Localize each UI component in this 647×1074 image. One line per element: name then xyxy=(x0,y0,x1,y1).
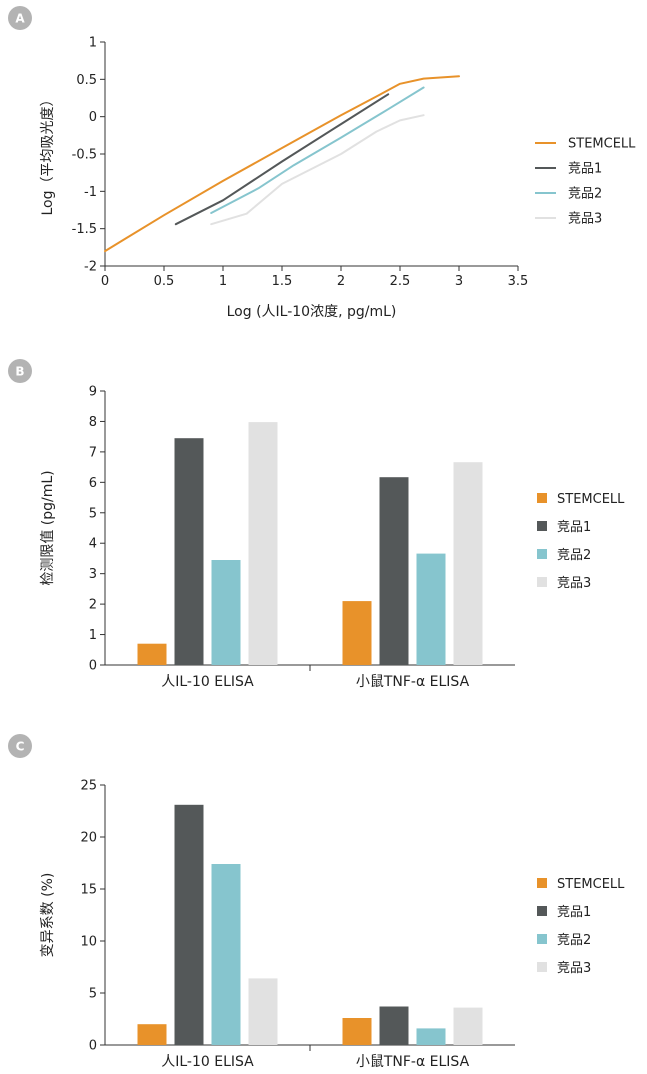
bar-2-1 xyxy=(416,553,446,665)
bar-0-0 xyxy=(137,643,167,665)
x-axis-label: Log (人IL-10浓度, pg/mL) xyxy=(227,304,397,320)
series-line-3 xyxy=(210,114,425,226)
y-tick-label: -2 xyxy=(84,260,97,275)
legend-swatch xyxy=(537,493,547,503)
legend-label: STEMCELL xyxy=(557,492,625,507)
bar-3-1 xyxy=(453,1007,483,1045)
y-tick-label: 0.5 xyxy=(76,73,97,88)
legend-label: 竞品1 xyxy=(568,161,602,177)
y-tick-label: 6 xyxy=(89,476,97,491)
legend-label: 竞品2 xyxy=(557,932,591,948)
bar-2-0 xyxy=(211,864,241,1045)
legend-label: 竞品3 xyxy=(557,575,591,591)
x-tick-label: 3 xyxy=(455,274,463,289)
x-tick-label: 0.5 xyxy=(154,274,175,289)
legend-swatch xyxy=(537,878,547,888)
legend-label: 竞品2 xyxy=(557,547,591,563)
x-tick-label: 2 xyxy=(337,274,345,289)
y-axis-label: 检测限值 (pg/mL) xyxy=(40,470,56,585)
y-axis-label: Log（平均吸光度） xyxy=(40,92,56,215)
x-tick-label: 小鼠TNF-α ELISA xyxy=(356,674,470,690)
x-tick-label: 3.5 xyxy=(508,274,529,289)
legend-label: STEMCELL xyxy=(568,137,636,152)
legend-swatch xyxy=(537,549,547,559)
chart-panel-b: B 0 1 2 3 4 5 6 7 8 9 检测限值 (pg/mL) 人IL-10 ELISA 小鼠TNF… xyxy=(8,359,625,690)
y-tick-label: 7 xyxy=(89,445,97,460)
panel-badge-c xyxy=(8,734,32,758)
x-tick-label: 2.5 xyxy=(390,274,411,289)
x-tick-label: 人IL-10 ELISA xyxy=(161,1054,254,1070)
bar-0-0 xyxy=(137,1024,167,1045)
y-tick-label: 5 xyxy=(89,987,97,1002)
x-tick-label: 小鼠TNF-α ELISA xyxy=(356,1054,470,1070)
y-tick-label: 20 xyxy=(80,831,97,846)
x-tick-label: 1 xyxy=(219,274,227,289)
panel-letter: C xyxy=(16,740,25,754)
y-tick-label: 15 xyxy=(80,883,97,898)
y-tick-label: 2 xyxy=(89,598,97,613)
bar-1-0 xyxy=(174,438,204,665)
bar-2-1 xyxy=(416,1028,446,1045)
legend-label: 竞品1 xyxy=(557,519,591,535)
bar-3-1 xyxy=(453,462,483,665)
bar-0-1 xyxy=(342,601,372,665)
legend-swatch xyxy=(537,962,547,972)
y-tick-label: 8 xyxy=(89,415,97,430)
bar-3-0 xyxy=(248,978,278,1045)
legend-swatch xyxy=(537,934,547,944)
legend-label: 竞品2 xyxy=(568,186,602,202)
series-line-0 xyxy=(104,75,460,253)
y-tick-label: 0 xyxy=(89,659,97,674)
legend-label: STEMCELL xyxy=(557,877,625,892)
y-tick-label: -0.5 xyxy=(72,148,97,163)
x-tick-label: 1.5 xyxy=(272,274,293,289)
y-tick-label: 1 xyxy=(89,36,97,51)
y-tick-label: 0 xyxy=(89,110,97,125)
legend-label: 竞品3 xyxy=(568,211,602,227)
series-line-2 xyxy=(210,86,425,214)
bar-1-0 xyxy=(174,804,204,1045)
chart-panel-c: C 0 5 10 15 20 25 变异系数 (%) 人IL-10 ELISA 小鼠TNF-α E… xyxy=(8,734,625,1070)
y-tick-label: 4 xyxy=(89,537,97,552)
bar-1-1 xyxy=(379,477,409,665)
y-tick-label: -1 xyxy=(84,185,97,200)
panel-letter: A xyxy=(15,12,25,26)
legend-swatch xyxy=(537,577,547,587)
legend-swatch xyxy=(537,521,547,531)
chart-panel-a: A 1 0.5 0 -0.5 -1 -1.5 -2 Log（平均吸光度） 0 0.5 1 1.5 2 2.5… xyxy=(8,6,636,320)
x-tick-label: 0 xyxy=(101,274,109,289)
y-tick-label: 0 xyxy=(89,1039,97,1054)
legend-label: 竞品3 xyxy=(557,960,591,976)
legend-label: 竞品1 xyxy=(557,904,591,920)
y-tick-label: 9 xyxy=(89,385,97,400)
bar-0-1 xyxy=(342,1018,372,1045)
panel-letter: B xyxy=(15,365,24,379)
bar-2-0 xyxy=(211,560,241,665)
y-axis-label: 变异系数 (%) xyxy=(40,873,56,958)
y-tick-label: 25 xyxy=(80,779,97,794)
bar-1-1 xyxy=(379,1006,409,1045)
panel-badge-b xyxy=(8,359,32,383)
panel-badge-a xyxy=(8,6,32,30)
y-tick-label: 3 xyxy=(89,567,97,582)
y-tick-label: 1 xyxy=(89,628,97,643)
legend-swatch xyxy=(537,906,547,916)
y-tick-label: -1.5 xyxy=(72,222,97,237)
bar-3-0 xyxy=(248,422,278,665)
series-line-1 xyxy=(174,93,390,226)
y-tick-label: 10 xyxy=(80,935,97,950)
x-tick-label: 人IL-10 ELISA xyxy=(161,674,254,690)
y-tick-label: 5 xyxy=(89,506,97,521)
